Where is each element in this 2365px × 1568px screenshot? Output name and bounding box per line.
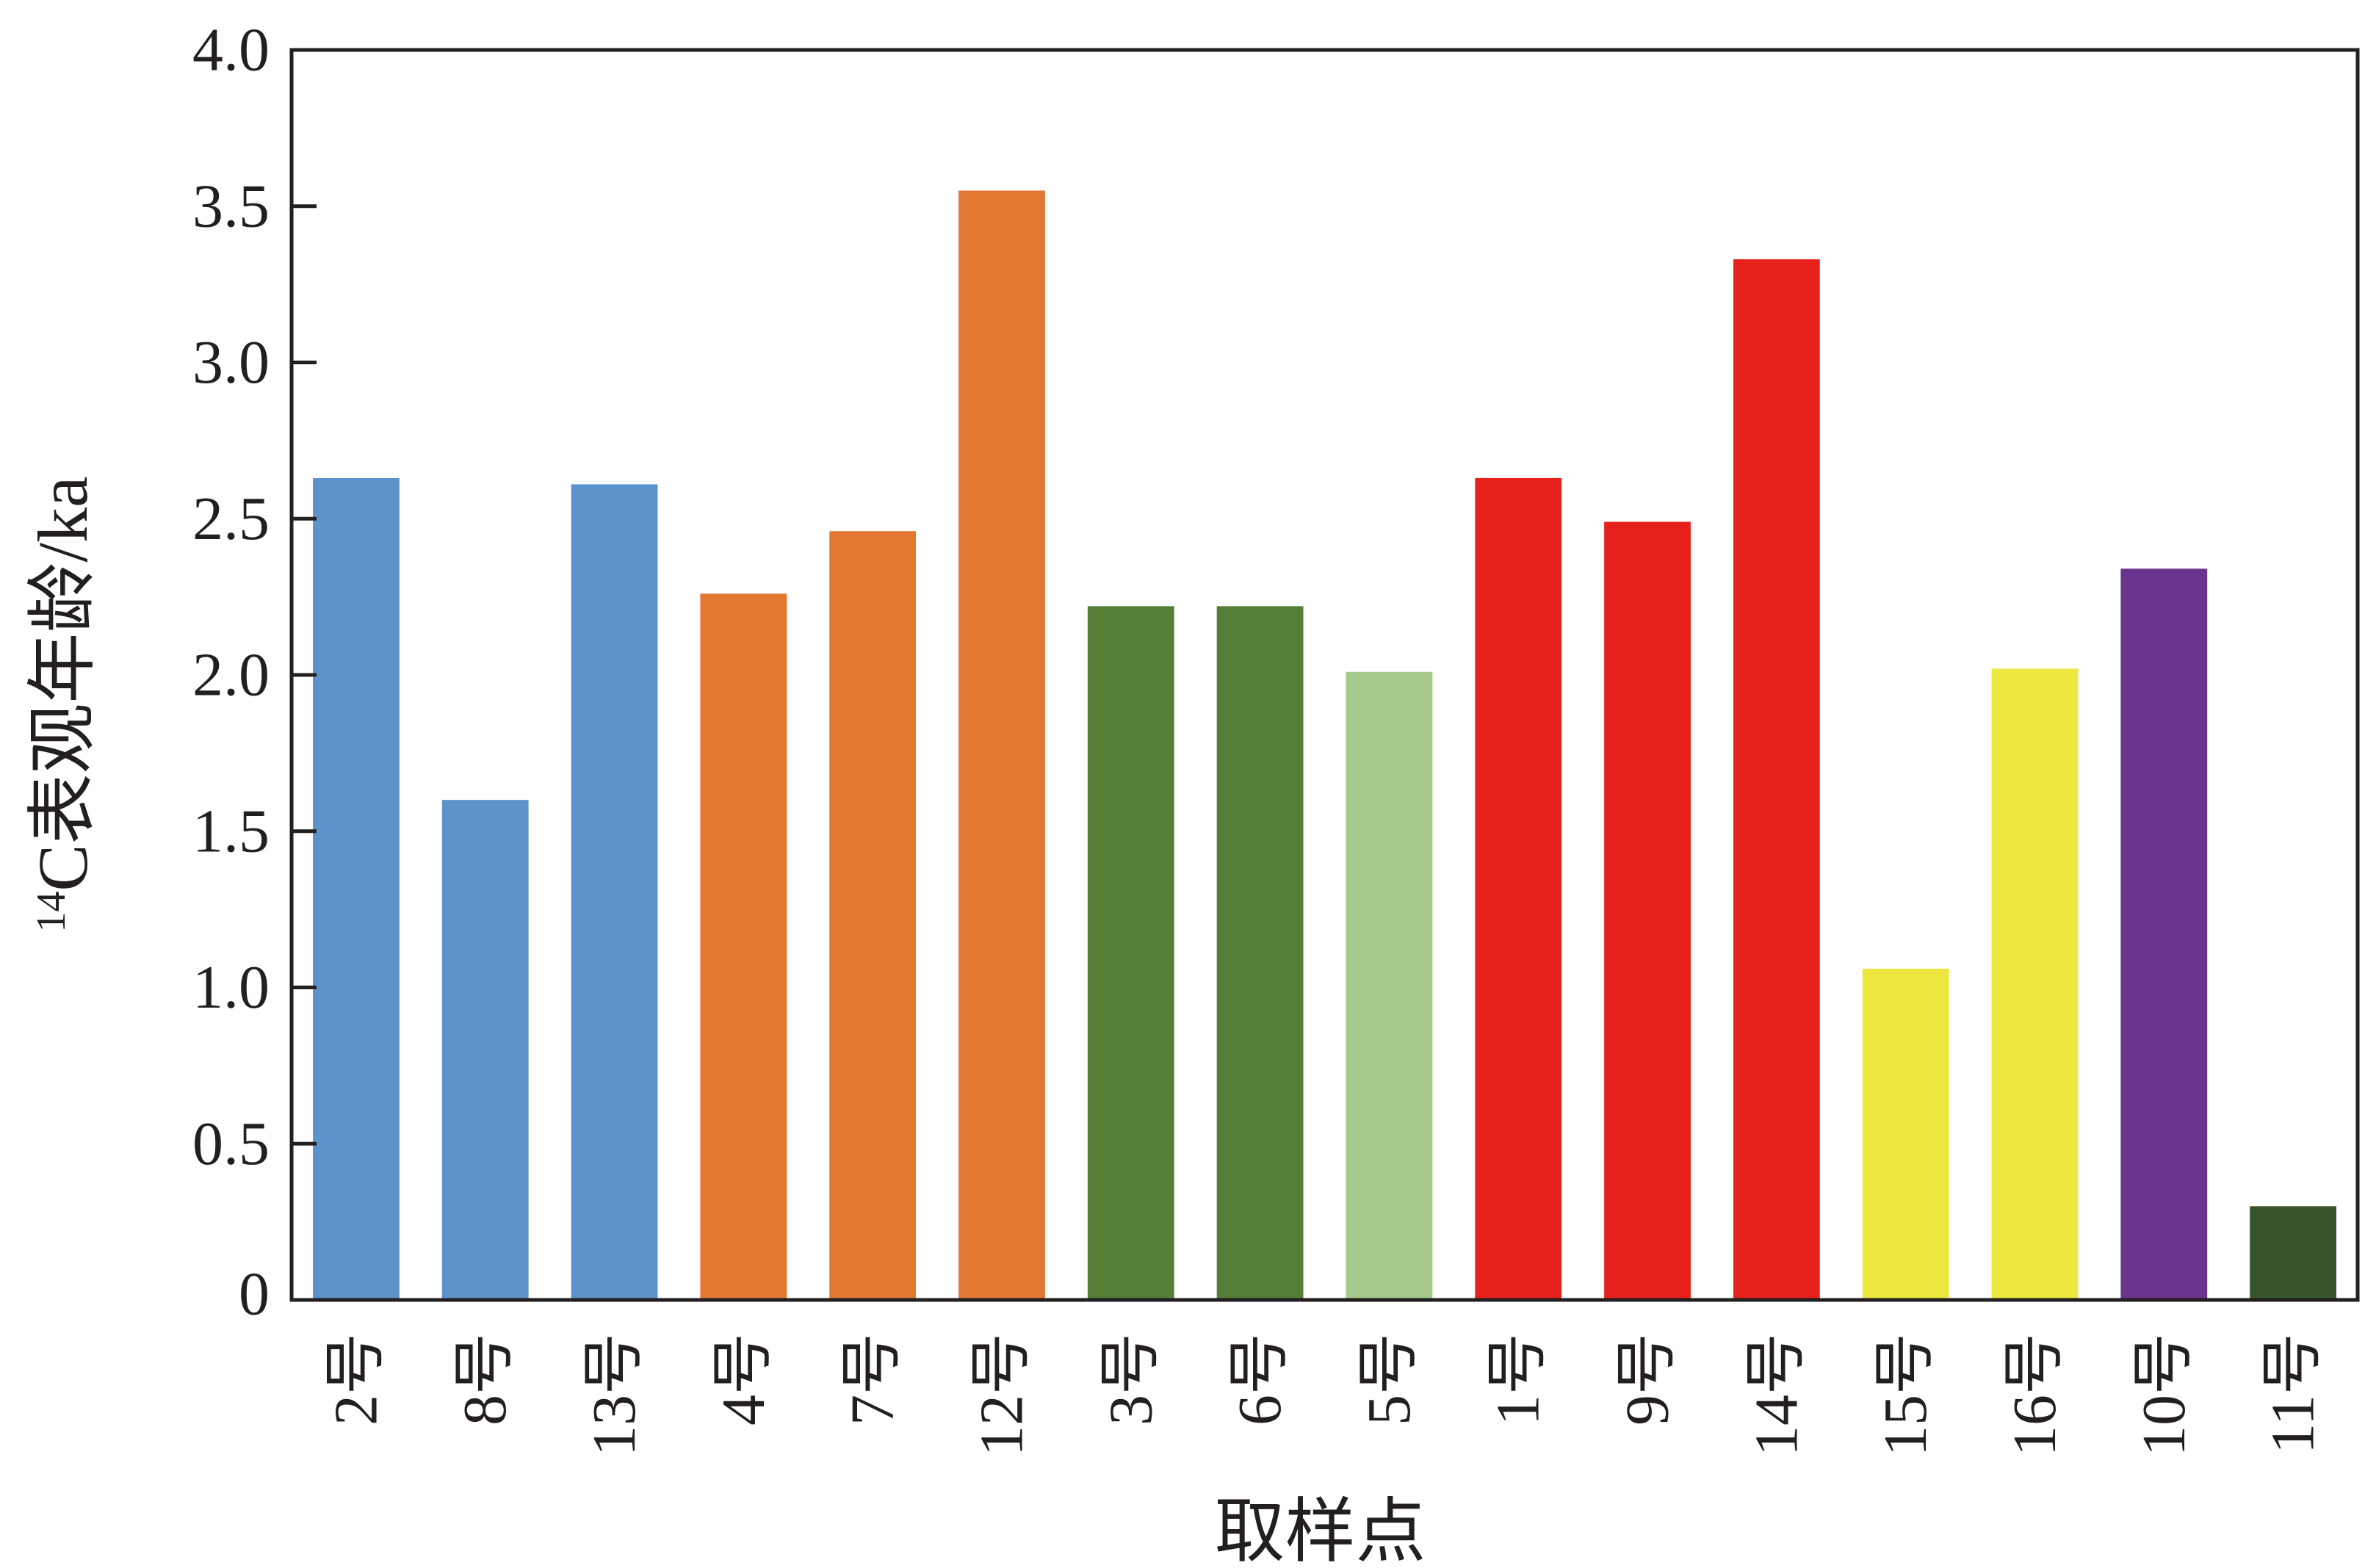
x-tick-label: 5号 — [1355, 1333, 1423, 1426]
x-tick-label: 10号 — [2130, 1333, 2198, 1456]
x-tick-label: 13号 — [580, 1333, 649, 1456]
x-tick-label: 7号 — [839, 1333, 907, 1426]
y-tick-label: 1.0 — [192, 953, 270, 1022]
x-tick-label: 9号 — [1614, 1333, 1682, 1426]
bar-9号 — [1604, 521, 1691, 1300]
y-axis-title-text: C表观年龄/ka — [24, 476, 102, 891]
x-axis-title: 取样点 — [1215, 1492, 1426, 1568]
y-axis-ticks: 0 0.5 1.0 1.5 2.0 2.5 3.0 3.5 4.0 — [192, 16, 317, 1329]
y-tick-label: 1.5 — [192, 797, 270, 865]
bar-10号 — [2120, 568, 2208, 1300]
x-tick-label: 14号 — [1742, 1333, 1810, 1456]
y-tick-label: 2.5 — [192, 485, 270, 553]
bar-4号 — [700, 593, 787, 1300]
bar-5号 — [1346, 671, 1433, 1300]
bars-group — [313, 190, 2336, 1301]
bar-8号 — [441, 800, 529, 1300]
bar-11号 — [2250, 1206, 2336, 1300]
bar-7号 — [829, 531, 917, 1300]
x-tick-label: 12号 — [967, 1333, 1036, 1456]
y-tick-label: 0.5 — [192, 1110, 270, 1178]
y-tick-label: 3.0 — [192, 328, 270, 397]
bar-2号 — [313, 477, 400, 1300]
bar-14号 — [1733, 259, 1820, 1301]
x-tick-label: 4号 — [710, 1333, 778, 1426]
bar-12号 — [958, 190, 1045, 1301]
bar-15号 — [1862, 968, 1949, 1300]
y-axis-title-superscript: 14 — [29, 892, 74, 933]
y-axis-title: 14C表观年龄/ka — [24, 476, 102, 932]
y-tick-label: 4.0 — [192, 16, 270, 84]
x-tick-label: 6号 — [1226, 1333, 1294, 1426]
bar-16号 — [1991, 668, 2079, 1300]
x-tick-label: 3号 — [1097, 1333, 1165, 1426]
bar-6号 — [1216, 606, 1304, 1300]
bar-13号 — [571, 484, 658, 1300]
bar-1号 — [1475, 477, 1562, 1300]
x-tick-label: 16号 — [2001, 1333, 2069, 1456]
bar-3号 — [1087, 606, 1174, 1300]
x-axis-ticks: 2号 8号 13号 4号 7号 12号 3号 6号 5号 1号 9号 14号 15号 16号 10号 11号 — [322, 1333, 2327, 1456]
x-tick-label: 11号 — [2259, 1333, 2328, 1454]
y-tick-label: 2.0 — [192, 641, 270, 709]
y-tick-label: 3.5 — [192, 172, 270, 240]
plot-frame — [289, 48, 2360, 1302]
x-tick-label: 2号 — [322, 1333, 390, 1426]
x-tick-label: 1号 — [1484, 1333, 1553, 1426]
x-tick-label: 15号 — [1871, 1333, 1940, 1456]
y-tick-label: 0 — [239, 1260, 270, 1329]
x-tick-label: 8号 — [451, 1333, 519, 1426]
